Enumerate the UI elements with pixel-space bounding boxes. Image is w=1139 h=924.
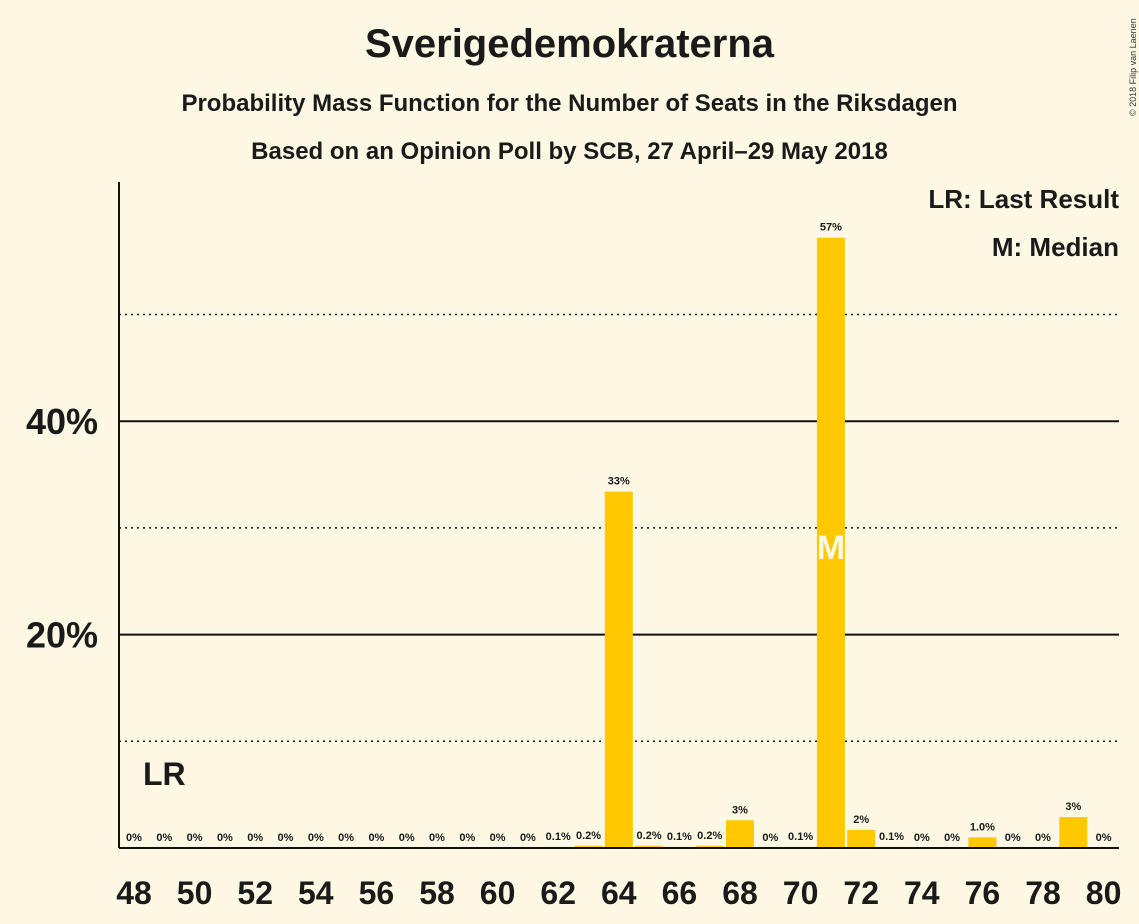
x-tick-label: 52 [237,875,273,911]
bar-seat-65 [635,845,664,848]
data-label: 1.0% [970,821,995,833]
data-label: 0.2% [637,830,662,842]
chart-source: Based on an Opinion Poll by SCB, 27 Apri… [251,138,888,165]
data-label: 57% [820,222,842,234]
y-tick-label: 20% [26,615,98,656]
x-tick-label: 56 [359,875,395,911]
x-tick-label: 66 [662,875,698,911]
legend-last-result: LR: Last Result [928,184,1119,214]
data-label: 0% [308,832,324,844]
data-label: 0% [1096,832,1112,844]
x-tick-label: 78 [1025,875,1061,911]
data-label: 0.1% [546,831,571,843]
data-label: 0.1% [879,831,904,843]
data-label: 0% [520,832,536,844]
data-label: 0% [459,832,475,844]
x-tick-label: 54 [298,875,334,911]
data-label: 0% [399,832,415,844]
data-label: 0% [914,832,930,844]
bar-seat-76 [968,837,997,848]
data-label: 0% [156,832,172,844]
x-tick-label: 80 [1086,875,1122,911]
data-label: 0% [278,832,294,844]
bar-seat-79 [1059,817,1088,848]
data-label: 0% [1035,832,1051,844]
x-tick-label: 60 [480,875,516,911]
data-label: 0% [490,832,506,844]
data-label: 2% [853,814,869,826]
data-label: 0.2% [697,830,722,842]
bar-seat-72 [847,829,876,848]
x-tick-label: 70 [783,875,819,911]
x-tick-label: 72 [843,875,879,911]
data-label: 0% [247,832,263,844]
x-tick-label: 76 [965,875,1001,911]
data-label: 0% [368,832,384,844]
data-label: 3% [732,804,748,816]
legend-median: M: Median [991,232,1119,262]
x-tick-label: 74 [904,875,940,911]
data-label: 0% [126,832,142,844]
x-tick-label: 48 [116,875,152,911]
y-tick-label: 40% [26,401,98,442]
x-tick-label: 62 [540,875,576,911]
median-marker: M [817,529,845,567]
x-tick-label: 50 [177,875,213,911]
chart-title: Sverigedemokraterna [364,22,775,66]
x-tick-label: 68 [722,875,758,911]
bar-seat-68 [726,820,754,848]
bar-seat-67 [695,845,724,848]
bar-seat-63 [574,845,603,848]
data-label: 33% [608,476,630,488]
data-label: 0.2% [576,830,601,842]
bar-seat-71 [816,237,845,848]
data-label: 0% [429,832,445,844]
data-label: 0% [1005,832,1021,844]
bar-seat-64 [604,491,633,848]
x-tick-label: 58 [419,875,455,911]
data-label: 0% [217,832,233,844]
data-label: 0% [944,832,960,844]
data-label: 0% [762,832,778,844]
last-result-marker: LR [143,756,186,792]
chart-subtitle: Probability Mass Function for the Number… [181,90,958,117]
x-tick-label: 64 [601,875,637,911]
data-label: 0.1% [788,831,813,843]
data-label: 0% [187,832,203,844]
data-label: 0.1% [667,831,692,843]
data-label: 0% [338,832,354,844]
data-label: 3% [1065,801,1081,813]
